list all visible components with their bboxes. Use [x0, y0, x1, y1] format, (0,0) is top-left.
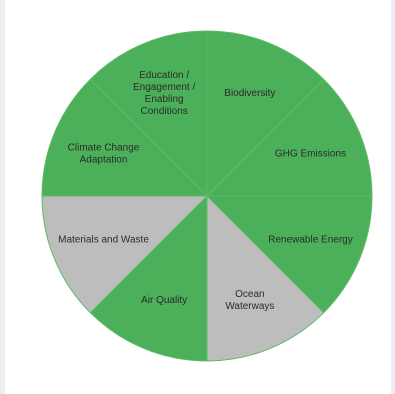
- pie-slice-climate-change-adaptation: [41, 78, 209, 197]
- slice-label-air-quality: Air Quality: [141, 295, 187, 306]
- pie-slices: [41, 30, 373, 362]
- slice-label-materials-and-waste: Materials and Waste: [58, 234, 149, 245]
- pie-slice-biodiversity: [206, 30, 325, 198]
- slice-label-biodiversity: Biodiversity: [224, 88, 275, 99]
- slice-label-education-engagement-enabling-conditions: Education / Engagement / Enabling Condition…: [133, 70, 195, 117]
- pie-slice-education-engagement-enabling-conditions: [89, 30, 208, 198]
- slice-label-ocean-waterways: Ocean Waterways: [225, 289, 274, 312]
- pie-slice-ghg-emissions: [205, 78, 373, 197]
- slice-label-climate-change-adaptation: Climate Change Adaptation: [68, 143, 140, 166]
- pie-slice-materials-and-waste: [41, 195, 209, 314]
- pie-slice-ocean-waterways: [206, 194, 325, 362]
- pie-slice-air-quality: [89, 194, 208, 362]
- pie-slice-renewable-energy: [205, 195, 373, 314]
- slice-label-ghg-emissions: GHG Emissions: [275, 149, 346, 160]
- slice-label-renewable-energy: Renewable Energy: [268, 234, 353, 245]
- pie-labels: Biodiversity GHG Emissions Renewable Energ…: [58, 70, 353, 312]
